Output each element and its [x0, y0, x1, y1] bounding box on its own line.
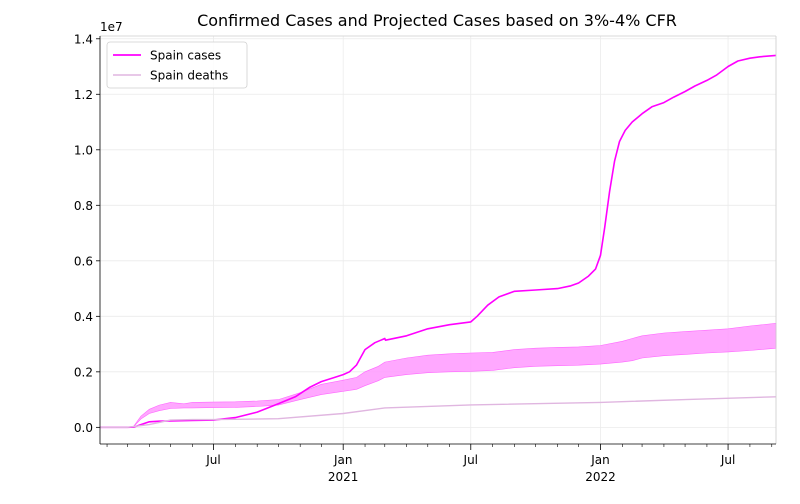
legend-label: Spain cases — [150, 49, 221, 63]
legend-label: Spain deaths — [150, 69, 228, 83]
legend-box — [106, 41, 248, 89]
y-tick-label: 0.2 — [74, 365, 93, 379]
x-tick-label: Jan — [590, 453, 610, 467]
y-tick-label: 0.4 — [74, 310, 93, 324]
x-tick-label: Jan — [333, 453, 353, 467]
y-tick-label: 0.8 — [74, 199, 93, 213]
x-tick-year-label: 2022 — [585, 470, 616, 484]
legend: Spain cases Spain deaths — [106, 41, 248, 89]
y-axis-offset-label: 1e7 — [100, 20, 123, 34]
chart-title: Confirmed Cases and Projected Cases base… — [197, 11, 677, 30]
series-line-spain-cases — [100, 54, 777, 429]
series-layer — [100, 54, 777, 429]
y-tick-label: 1.0 — [74, 143, 93, 157]
y-tick-label: 1.2 — [74, 88, 93, 102]
y-tick-label: 0.0 — [74, 421, 93, 435]
band-layer — [100, 322, 777, 428]
projected-cases-band — [100, 322, 777, 428]
x-tick-label: Jul — [720, 453, 735, 467]
x-tick-label: Jul — [463, 453, 478, 467]
y-tick-label: 1.4 — [74, 32, 93, 46]
series-line-spain-deaths — [100, 396, 777, 428]
x-tick-label: Jul — [205, 453, 220, 467]
axes-layer: 0.0 0.2 0.4 0.6 0.8 1.0 1.2 1.4 Jul Jan 2021 Jul Jan… — [74, 32, 777, 484]
y-tick-label: 0.6 — [74, 254, 93, 268]
grid-layer — [100, 36, 776, 444]
x-tick-year-label: 2021 — [328, 470, 359, 484]
